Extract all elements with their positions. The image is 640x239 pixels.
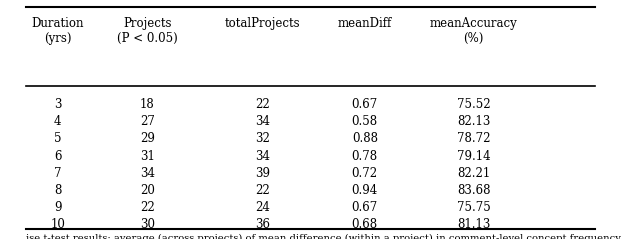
Text: 5: 5 bbox=[54, 132, 61, 145]
Text: 29: 29 bbox=[140, 132, 155, 145]
Text: 0.94: 0.94 bbox=[351, 184, 378, 197]
Text: 36: 36 bbox=[255, 218, 270, 231]
Text: 8: 8 bbox=[54, 184, 61, 197]
Text: 18: 18 bbox=[140, 98, 155, 111]
Text: 34: 34 bbox=[140, 167, 155, 180]
Text: Duration
(yrs): Duration (yrs) bbox=[31, 17, 84, 45]
Text: 83.68: 83.68 bbox=[457, 184, 490, 197]
Text: 7: 7 bbox=[54, 167, 61, 180]
Text: 0.78: 0.78 bbox=[352, 150, 378, 163]
Text: 31: 31 bbox=[140, 150, 155, 163]
Text: 34: 34 bbox=[255, 115, 270, 128]
Text: 22: 22 bbox=[140, 201, 155, 214]
Text: 22: 22 bbox=[255, 184, 270, 197]
Text: 0.88: 0.88 bbox=[352, 132, 378, 145]
Text: meanDiff: meanDiff bbox=[338, 17, 392, 30]
Text: 4: 4 bbox=[54, 115, 61, 128]
Text: 0.68: 0.68 bbox=[352, 218, 378, 231]
Text: 6: 6 bbox=[54, 150, 61, 163]
Text: 75.75: 75.75 bbox=[457, 201, 490, 214]
Text: Projects
(P < 0.05): Projects (P < 0.05) bbox=[117, 17, 177, 45]
Text: 0.58: 0.58 bbox=[352, 115, 378, 128]
Text: 9: 9 bbox=[54, 201, 61, 214]
Text: 27: 27 bbox=[140, 115, 155, 128]
Text: 20: 20 bbox=[140, 184, 155, 197]
Text: 82.13: 82.13 bbox=[457, 115, 490, 128]
Text: 34: 34 bbox=[255, 150, 270, 163]
Text: 79.14: 79.14 bbox=[457, 150, 490, 163]
Text: 3: 3 bbox=[54, 98, 61, 111]
Text: 0.67: 0.67 bbox=[351, 201, 378, 214]
Text: 24: 24 bbox=[255, 201, 270, 214]
Text: 22: 22 bbox=[255, 98, 270, 111]
Text: 0.67: 0.67 bbox=[351, 98, 378, 111]
Text: 75.52: 75.52 bbox=[457, 98, 490, 111]
Text: 81.13: 81.13 bbox=[457, 218, 490, 231]
Text: 30: 30 bbox=[140, 218, 155, 231]
Text: 0.72: 0.72 bbox=[352, 167, 378, 180]
Text: ise t-test results: average (across projects) of mean difference (within a proje: ise t-test results: average (across proj… bbox=[26, 234, 620, 239]
Text: 39: 39 bbox=[255, 167, 270, 180]
Text: 10: 10 bbox=[50, 218, 65, 231]
Text: totalProjects: totalProjects bbox=[225, 17, 300, 30]
Text: 82.21: 82.21 bbox=[457, 167, 490, 180]
Text: 32: 32 bbox=[255, 132, 270, 145]
Text: meanAccuracy
(%): meanAccuracy (%) bbox=[429, 17, 518, 45]
Text: 78.72: 78.72 bbox=[457, 132, 490, 145]
